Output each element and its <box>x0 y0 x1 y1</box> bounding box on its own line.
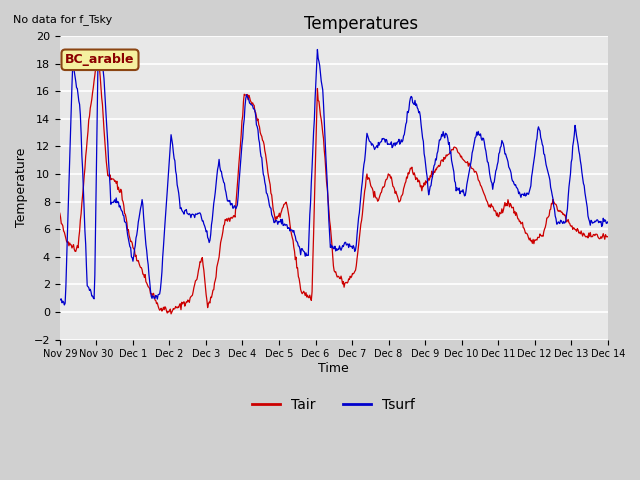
Tair <box>94 49 102 55</box>
X-axis label: Time: Time <box>319 362 349 375</box>
Tair <box>123 220 131 226</box>
Line: Tsurf: Tsurf <box>60 49 608 305</box>
Tair <box>209 291 216 297</box>
Tsurf <box>123 226 131 232</box>
Tsurf <box>402 121 410 127</box>
Tsurf <box>604 219 612 225</box>
Tair <box>402 179 410 185</box>
Tsurf <box>56 298 63 303</box>
Text: BC_arable: BC_arable <box>65 53 135 66</box>
Tair <box>56 210 63 216</box>
Tsurf <box>67 134 74 140</box>
Tsurf <box>179 209 186 215</box>
Title: Temperatures: Temperatures <box>304 15 419 33</box>
Tsurf <box>418 128 426 134</box>
Legend: Tair, Tsurf: Tair, Tsurf <box>247 393 421 418</box>
Tair <box>66 240 74 246</box>
Tair <box>604 234 612 240</box>
Text: No data for f_Tsky: No data for f_Tsky <box>13 14 112 25</box>
Tsurf <box>207 222 215 228</box>
Tair <box>167 311 175 317</box>
Tair <box>179 300 187 305</box>
Y-axis label: Temperature: Temperature <box>15 148 28 228</box>
Line: Tair: Tair <box>60 52 608 314</box>
Tsurf <box>314 47 321 52</box>
Tsurf <box>61 302 68 308</box>
Tair <box>418 188 426 194</box>
